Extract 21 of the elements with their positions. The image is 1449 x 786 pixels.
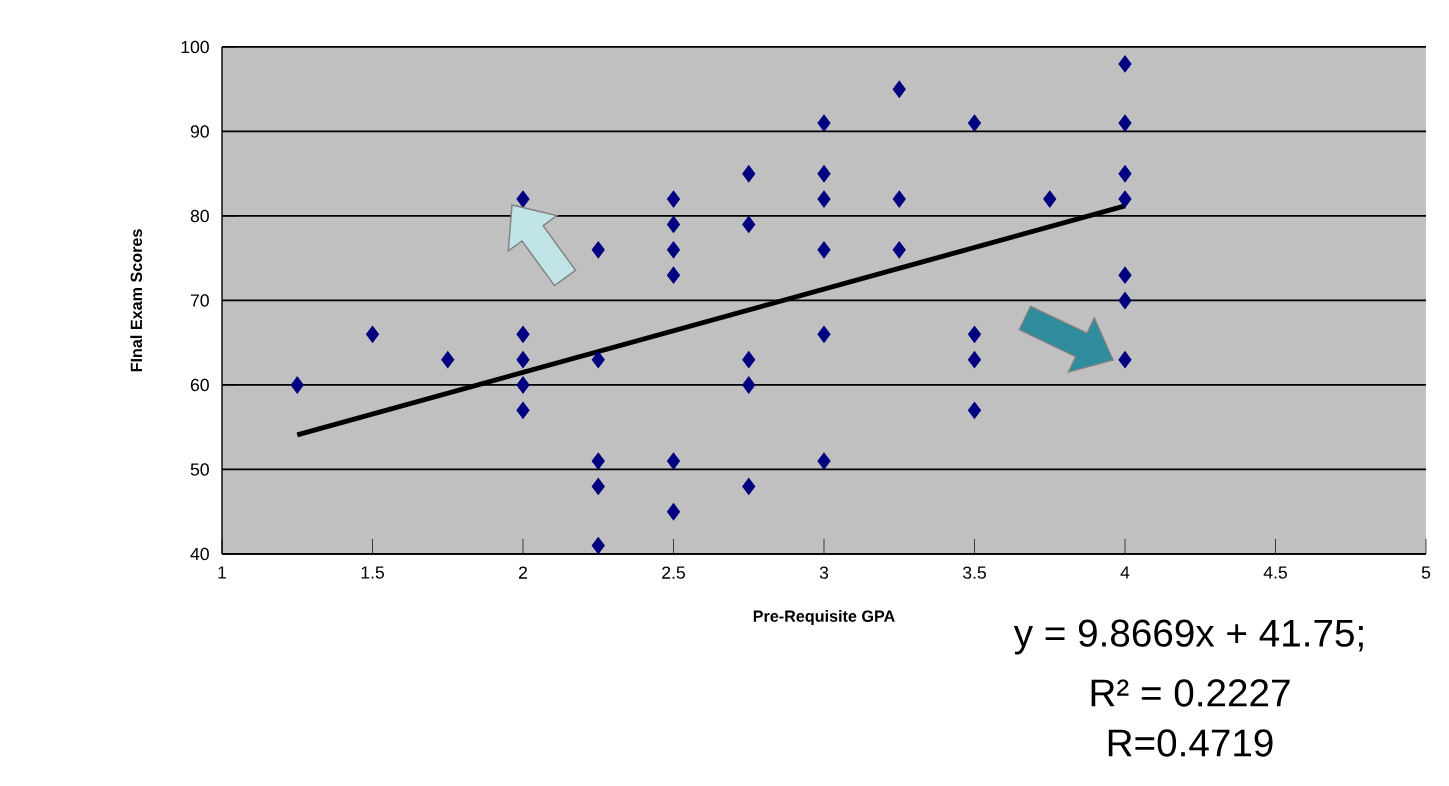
y-tick-label: 100 — [181, 40, 209, 54]
y-tick-label: 40 — [190, 547, 209, 561]
x-tick-label: 1 — [218, 566, 227, 579]
text: R=0.4719 — [1108, 729, 1273, 757]
text: y = 9.8669x + 41.75; — [1013, 619, 1363, 655]
x-tick-label: 3 — [819, 566, 829, 579]
x-tick-label: 2.5 — [662, 566, 685, 579]
x-tick-label: 3.5 — [962, 566, 986, 579]
text: R² = 0.2227 — [1091, 679, 1290, 707]
y-tick-label: 50 — [190, 463, 209, 476]
x-tick-label: 5 — [1421, 566, 1431, 579]
x-tick-label: 2 — [518, 566, 527, 579]
x-tick-label: 1.5 — [361, 566, 384, 579]
y-tick-label: 80 — [190, 209, 209, 223]
y-tick-label: 60 — [190, 378, 209, 392]
y-tick-label: 90 — [190, 125, 209, 138]
y-axis-title: FInal Exam Scores — [130, 229, 143, 372]
x-tick-label: 4.5 — [1263, 566, 1287, 579]
x-tick-label: 4 — [1120, 566, 1130, 579]
y-tick-label: 70 — [190, 294, 209, 307]
x-axis-title: Pre-Requisite GPA — [753, 610, 895, 626]
